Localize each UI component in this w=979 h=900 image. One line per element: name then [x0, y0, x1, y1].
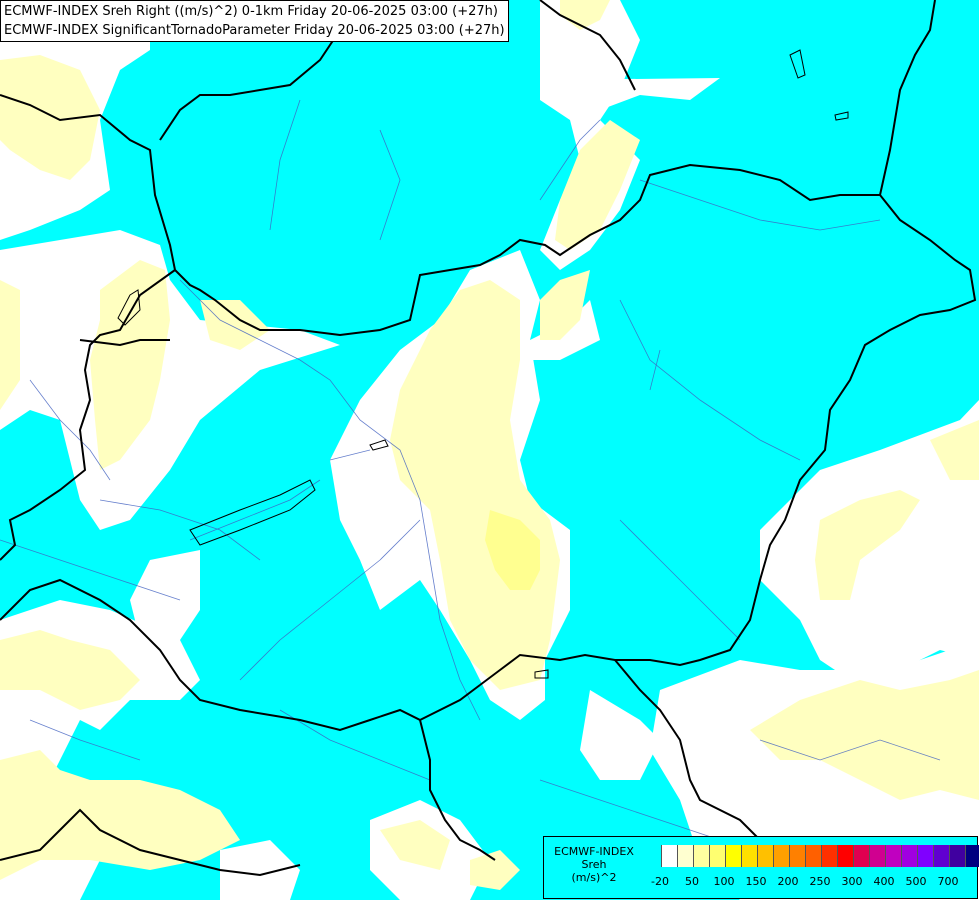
legend-swatch: [966, 845, 979, 867]
legend-swatch: [870, 845, 886, 867]
legend-swatch: [822, 845, 838, 867]
color-legend: ECMWF-INDEX Sreh (m/s)^2 -20 50 100 150 200 2…: [543, 836, 979, 899]
legend-label-line2: Sreh: [581, 858, 607, 871]
legend-swatch: [758, 845, 774, 867]
sreh-yellow-core: [485, 510, 540, 590]
legend-swatch: [710, 845, 726, 867]
map-title-box: ECMWF-INDEX Sreh Right ((m/s)^2) 0-1km F…: [0, 0, 509, 42]
legend-swatch: [902, 845, 918, 867]
rivers: [0, 99, 941, 841]
legend-tick-label: 700: [937, 875, 959, 888]
legend-label-line3: (m/s)^2: [571, 871, 617, 884]
legend-swatch: [662, 845, 678, 867]
legend-swatches: [646, 845, 979, 867]
legend-swatch: [774, 845, 790, 867]
legend-swatch: [646, 845, 662, 867]
legend-ticks: -20 50 100 150 200 250 300 400 500 700: [646, 875, 976, 889]
legend-label-line1: ECMWF-INDEX: [554, 845, 634, 858]
lakes: [117, 49, 849, 679]
legend-tick-label: 300: [841, 875, 863, 888]
legend-swatch: [918, 845, 934, 867]
legend-tick-label: -20: [651, 875, 669, 888]
legend-swatch: [838, 845, 854, 867]
map-title-line2: ECMWF-INDEX SignificantTornadoParameter …: [4, 23, 505, 38]
legend-swatch: [790, 845, 806, 867]
legend-swatch: [678, 845, 694, 867]
legend-swatch: [806, 845, 822, 867]
country-borders: [0, 0, 977, 877]
legend-tick-label: 250: [809, 875, 831, 888]
legend-tick-label: 100: [713, 875, 735, 888]
legend-tick-label: 150: [745, 875, 767, 888]
legend-tick-label: 200: [777, 875, 799, 888]
legend-label: ECMWF-INDEX Sreh (m/s)^2: [544, 837, 644, 884]
legend-swatch: [950, 845, 966, 867]
legend-swatch: [934, 845, 950, 867]
legend-tick-label: 400: [873, 875, 895, 888]
legend-swatch: [742, 845, 758, 867]
legend-swatch: [854, 845, 870, 867]
legend-swatch: [694, 845, 710, 867]
legend-swatch: [886, 845, 902, 867]
map-title-line1: ECMWF-INDEX Sreh Right ((m/s)^2) 0-1km F…: [4, 4, 498, 19]
legend-tick-label: 50: [685, 875, 699, 888]
legend-swatch: [726, 845, 742, 867]
legend-tick-label: 500: [905, 875, 927, 888]
